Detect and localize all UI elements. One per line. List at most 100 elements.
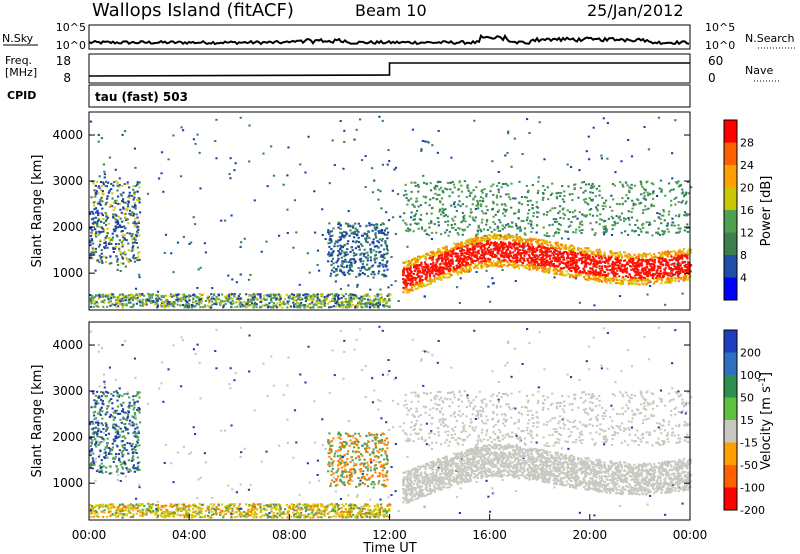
- power-cell: [453, 201, 456, 204]
- power-cell: [433, 279, 436, 282]
- power-cell: [192, 216, 195, 219]
- power-cell: [407, 199, 410, 202]
- power-cell: [492, 264, 496, 267]
- power-cell: [603, 271, 606, 274]
- power-cell: [370, 273, 373, 276]
- power-cell: [486, 228, 490, 231]
- power-cell: [640, 254, 643, 257]
- power-cell: [502, 182, 506, 185]
- power-cell: [524, 266, 527, 269]
- power-cell: [100, 256, 103, 259]
- power-cell: [316, 294, 319, 297]
- power-cell: [132, 214, 135, 217]
- power-cell: [273, 305, 276, 308]
- power-cell: [122, 225, 126, 228]
- power-cell: [503, 214, 506, 217]
- power-cell: [685, 212, 688, 215]
- power-cell: [350, 299, 353, 302]
- power-cell: [553, 248, 557, 251]
- power-cell: [416, 267, 419, 270]
- power-cell: [98, 225, 101, 228]
- power-cell: [417, 287, 420, 290]
- power-cell: [293, 304, 296, 307]
- power-cell: [528, 239, 531, 242]
- power-cell: [500, 265, 504, 268]
- power-cell: [617, 253, 620, 256]
- power-cell: [176, 303, 179, 306]
- power-cell: [514, 253, 518, 256]
- power-cell: [554, 268, 557, 271]
- power-cell: [238, 293, 241, 296]
- power-cell: [130, 249, 133, 252]
- power-cell: [624, 181, 628, 184]
- power-cell: [338, 305, 341, 308]
- power-cell: [576, 217, 579, 220]
- power-cell: [578, 259, 581, 262]
- power-cell: [571, 259, 574, 262]
- power-cell: [657, 251, 661, 254]
- power-cell: [239, 305, 242, 308]
- power-cell: [514, 243, 517, 246]
- power-cell: [592, 257, 595, 260]
- power-cell: [493, 233, 496, 236]
- power-cell: [479, 203, 483, 206]
- power-cell: [365, 232, 369, 235]
- power-cell: [512, 239, 515, 242]
- power-cell: [493, 237, 496, 240]
- power-cell: [132, 294, 135, 297]
- power-cell: [678, 270, 681, 273]
- power-cell: [606, 274, 609, 277]
- power-cell: [419, 276, 422, 279]
- power-cell: [439, 180, 442, 183]
- power-cell: [583, 256, 586, 259]
- power-cell: [466, 184, 469, 187]
- power-cell: [496, 260, 500, 263]
- power-cell: [598, 194, 601, 197]
- power-cell: [240, 301, 243, 304]
- power-cell: [629, 257, 632, 260]
- power-cell: [319, 293, 322, 296]
- power-cell: [651, 259, 654, 262]
- power-cell: [405, 284, 408, 287]
- power-cell: [385, 244, 388, 247]
- power-cell: [431, 144, 434, 147]
- power-cell: [96, 180, 99, 183]
- power-cell: [134, 205, 137, 208]
- power-cell: [678, 248, 681, 251]
- power-cell: [371, 229, 374, 232]
- power-cell: [98, 254, 101, 257]
- power-cell: [104, 241, 107, 244]
- power-cell: [251, 299, 254, 302]
- power-cell: [426, 267, 429, 270]
- power-cell: [380, 244, 383, 247]
- power-cell: [443, 263, 446, 266]
- power-cell: [359, 253, 362, 256]
- power-cell: [494, 213, 497, 216]
- power-cell: [128, 191, 131, 194]
- power-cell: [450, 156, 453, 159]
- power-cell: [677, 276, 680, 279]
- power-cell: [525, 239, 528, 242]
- power-cell: [553, 269, 556, 272]
- power-cell: [419, 271, 422, 274]
- power-cell: [329, 241, 332, 244]
- power-cell: [454, 255, 457, 258]
- power-cell: [421, 271, 424, 274]
- power-cell: [460, 184, 463, 187]
- power-cell: [114, 301, 118, 304]
- power-cell: [498, 229, 502, 232]
- power-cell: [375, 257, 378, 260]
- power-cell: [419, 279, 422, 282]
- power-cell: [411, 278, 414, 281]
- power-cell: [121, 297, 124, 300]
- power-cell: [460, 247, 464, 250]
- power-cell: [347, 284, 350, 287]
- power-cell: [484, 261, 487, 264]
- power-cell: [246, 301, 250, 304]
- power-cell: [532, 215, 535, 218]
- power-cell: [194, 294, 197, 297]
- power-cell: [596, 263, 599, 266]
- power-cell: [168, 303, 171, 306]
- power-cell: [227, 274, 230, 277]
- power-cell: [577, 248, 580, 251]
